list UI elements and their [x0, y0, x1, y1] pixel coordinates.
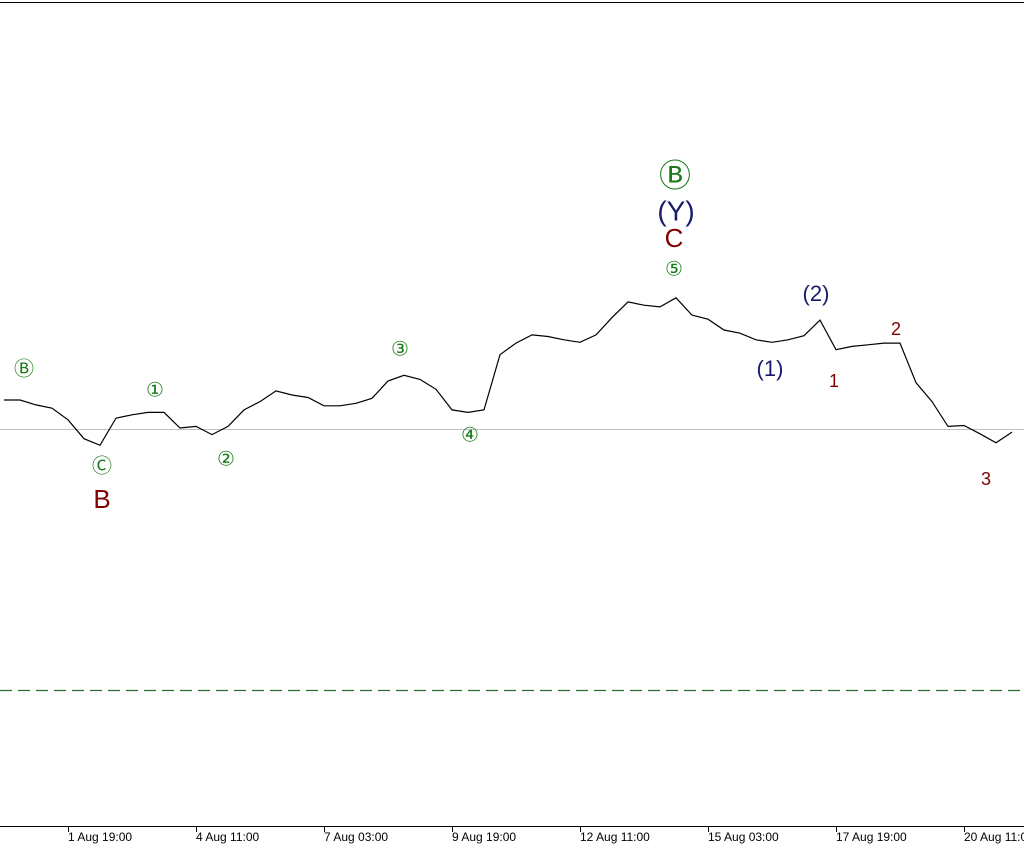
wave-label: 3: [981, 469, 991, 489]
wave-label: C: [665, 223, 684, 253]
x-tick-label: 17 Aug 19:00: [836, 830, 907, 844]
x-tick-label: 12 Aug 11:00: [580, 830, 650, 844]
wave-label: (1): [757, 356, 784, 381]
wave-label: Ⓒ: [92, 454, 112, 477]
wave-label: ②: [217, 448, 235, 470]
wave-label: B: [93, 484, 110, 514]
price-line: [4, 297, 1013, 447]
wave-label: 1: [829, 371, 839, 391]
x-tick-label: 20 Aug 11:00: [964, 830, 1024, 844]
wave-label: ①: [146, 379, 164, 401]
wave-label: 2: [891, 319, 901, 339]
x-tick-label: 7 Aug 03:00: [324, 830, 388, 844]
x-tick-label: 15 Aug 03:00: [708, 830, 779, 844]
wave-label: ③: [391, 338, 409, 360]
wave-label: Ⓑ: [659, 157, 691, 193]
x-tick-label: 9 Aug 19:00: [452, 830, 516, 844]
wave-label: ⑤: [665, 258, 683, 280]
x-tick-label: 4 Aug 11:00: [196, 830, 259, 844]
wave-label: (Y): [657, 195, 694, 226]
wave-label: (2): [803, 281, 830, 306]
x-tick-label: 1 Aug 19:00: [68, 830, 132, 844]
wave-label: Ⓑ: [14, 357, 34, 380]
wave-label: ④: [461, 424, 479, 446]
